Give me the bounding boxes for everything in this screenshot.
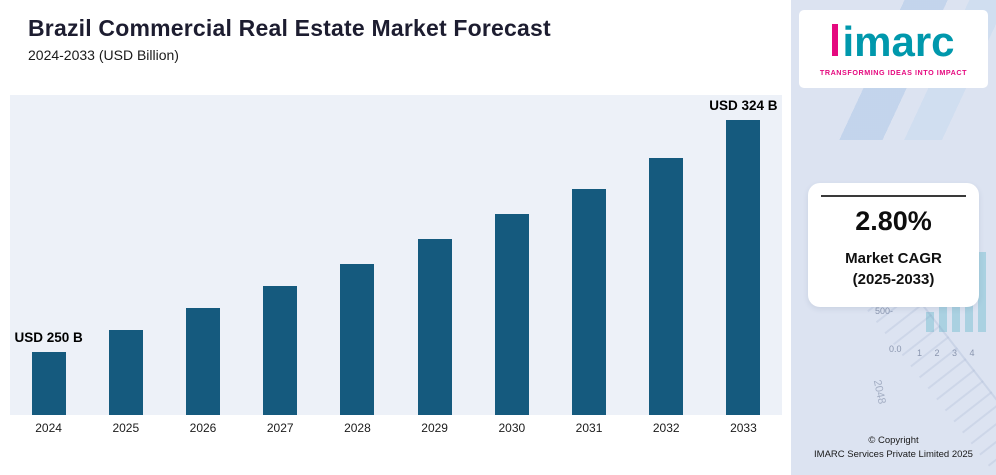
bar-column	[164, 308, 241, 415]
sidebar-decoration-number: 1 2 3 4	[917, 348, 980, 358]
bar-value-label: USD 250 B	[14, 330, 83, 345]
x-axis: 2024 2025 2026 2027 2028 2029 2030 2031 2032 2033	[10, 421, 782, 441]
cagr-label-line2: (2025-2033)	[852, 271, 935, 288]
bar	[263, 286, 298, 415]
sidebar-decoration-number: 500-	[875, 306, 893, 316]
header: Brazil Commercial Real Estate Market For…	[28, 15, 551, 63]
cagr-divider	[820, 195, 967, 197]
chart-panel: Brazil Commercial Real Estate Market For…	[10, 15, 782, 441]
logo-accent-bar	[832, 23, 839, 56]
logo-tagline: TRANSFORMING IDEAS INTO IMPACT	[819, 67, 968, 77]
bar-column: USD 250 B	[10, 330, 87, 415]
sidebar: 500- 0.0 1 2 3 4 2048 imarc TRANSFORMING…	[791, 0, 996, 475]
bars: USD 250 B USD 324 B	[10, 95, 782, 415]
cagr-value: 2.80%	[855, 206, 932, 236]
x-tick-label: 2026	[189, 421, 217, 435]
x-tick-label: 2025	[112, 421, 140, 435]
bar	[649, 158, 684, 415]
bar	[340, 264, 375, 415]
x-tick-label: 2033	[730, 421, 757, 435]
bar	[417, 239, 452, 415]
x-tick-label: 2031	[575, 421, 603, 435]
bar	[31, 352, 66, 415]
logo-card: imarc TRANSFORMING IDEAS INTO IMPACT	[799, 10, 988, 88]
x-tick-label: 2032	[652, 421, 680, 435]
bar-column	[628, 158, 705, 415]
cagr-card: 2.80% Market CAGR (2025-2033)	[808, 183, 979, 307]
bar	[726, 120, 761, 415]
bar-column	[550, 189, 627, 415]
bar	[572, 189, 607, 415]
sidebar-decoration-number: 2048	[870, 378, 888, 406]
bar	[494, 214, 529, 415]
cagr-label-line1: Market CAGR	[845, 250, 942, 267]
logo-text: imarc	[842, 18, 955, 65]
bar-chart: USD 250 B USD 324 B	[10, 95, 782, 415]
bar-column	[242, 286, 319, 415]
x-tick-label: 2029	[421, 421, 448, 435]
bar-value-label: USD 324 B	[709, 98, 778, 113]
bar-column	[396, 239, 473, 415]
bar-column: USD 324 B	[705, 98, 782, 415]
page-title: Brazil Commercial Real Estate Market For…	[28, 15, 551, 41]
page-subtitle: 2024-2033 (USD Billion)	[28, 47, 179, 63]
bar	[186, 308, 220, 415]
x-tick-label: 2024	[35, 421, 62, 435]
x-tick-label: 2030	[498, 421, 526, 435]
bar	[108, 330, 143, 415]
copyright-symbol-line: © Copyright	[868, 434, 919, 446]
x-tick-label: 2027	[266, 421, 294, 435]
cagr-label: Market CAGR (2025-2033)	[816, 248, 971, 290]
copyright: © Copyright IMARC Services Private Limit…	[791, 434, 996, 463]
bar-column	[319, 264, 396, 415]
bar-column	[473, 214, 550, 415]
copyright-company-line: IMARC Services Private Limited 2025	[814, 449, 973, 461]
x-tick-label: 2028	[344, 421, 371, 435]
bar-column	[87, 330, 164, 415]
imarc-logo: imarc	[807, 18, 980, 65]
sidebar-decoration-number: 0.0	[889, 344, 902, 354]
